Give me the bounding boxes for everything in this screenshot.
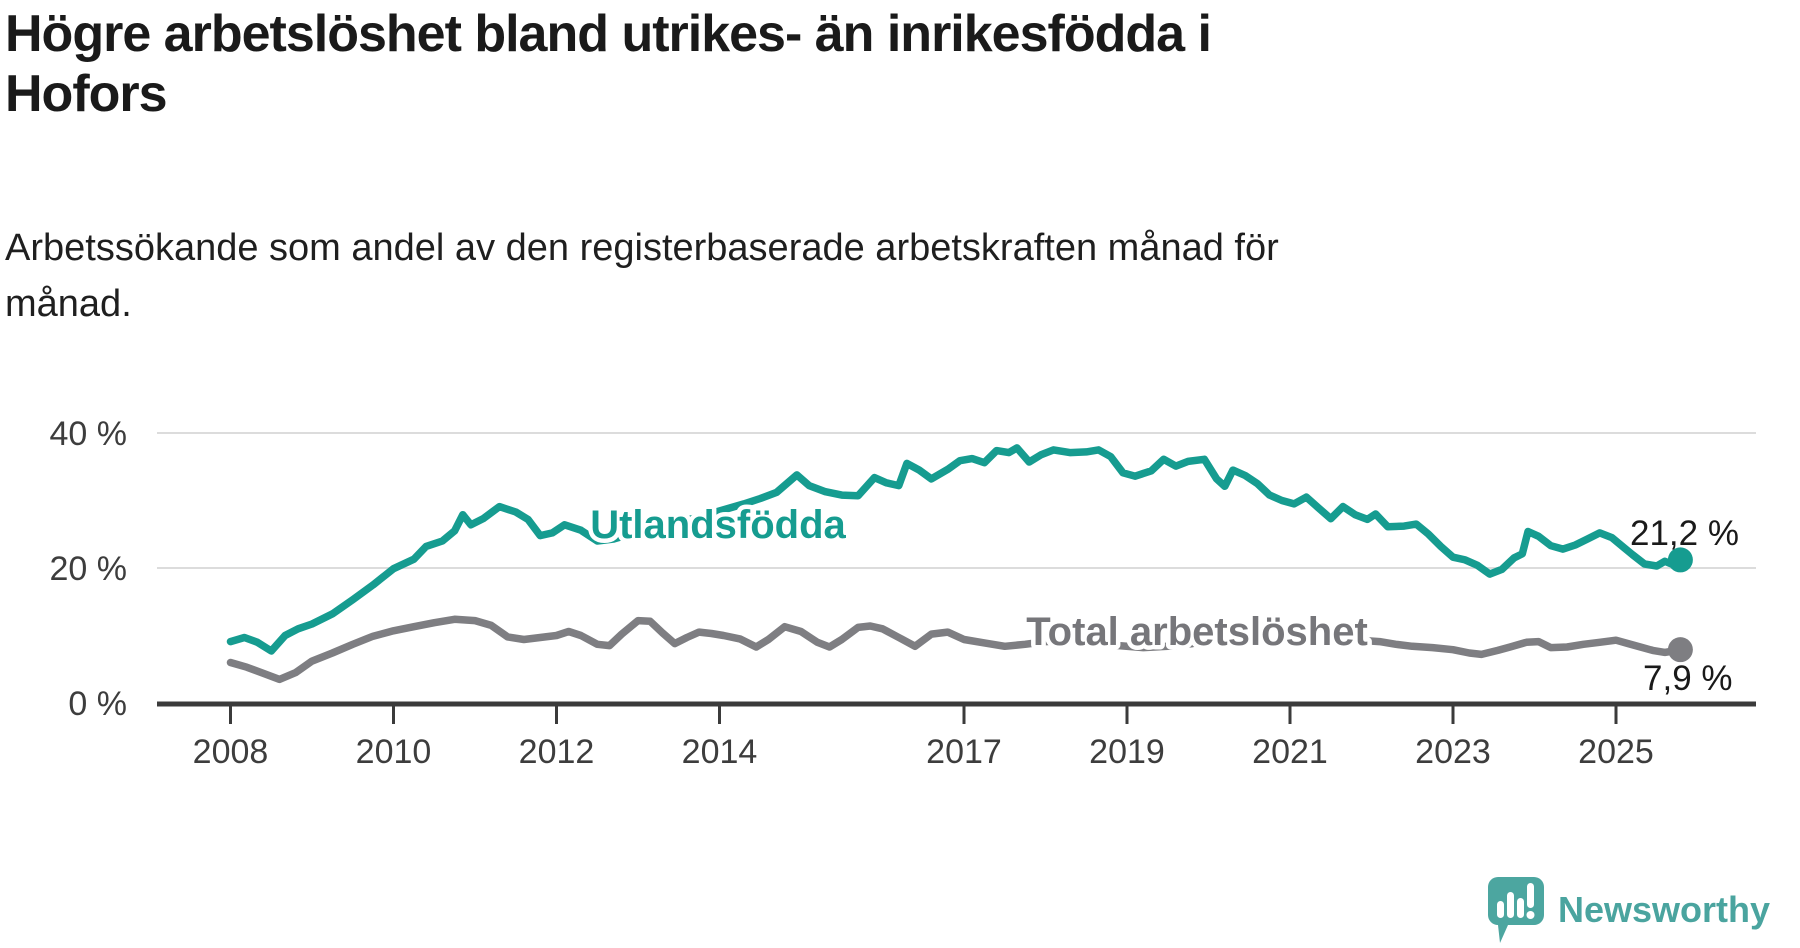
newsworthy-logo-icon: [1488, 877, 1544, 943]
x-axis-label-2025: 2025: [1578, 733, 1654, 771]
series-end-dot-total: [1667, 637, 1693, 663]
page-title-line-2: Hofors: [5, 65, 168, 123]
data-series-lines: [226, 444, 1693, 684]
x-axis-label-2021: 2021: [1252, 733, 1328, 771]
series-label-total-arbetsloshet: Total arbetslöshet: [1026, 610, 1368, 654]
x-axis-label-2019: 2019: [1089, 733, 1165, 771]
chart-subtitle-line-2: månad.: [5, 283, 132, 325]
gridlines: 0 % 20 % 40 %: [50, 415, 1756, 723]
series-line-utlandsfodda: [226, 444, 1685, 655]
bar-chart-glyph: [1497, 892, 1524, 918]
series-end-dot-utlandsfodda: [1667, 547, 1693, 573]
chart-subtitle-line-1: Arbetssökande som andel av den registerb…: [5, 227, 1279, 269]
exclamation-glyph: [1526, 883, 1535, 919]
speech-bubble-shape: [1488, 877, 1544, 943]
series-label-utlandsfodda: Utlandsfödda: [590, 503, 846, 547]
end-value-label-total: 7,9 %: [1643, 659, 1733, 698]
series-line-total: [226, 615, 1685, 684]
y-axis-label-0: 0 %: [68, 685, 127, 723]
chart-subtitle: Arbetssökande som andel av den registerb…: [5, 220, 1505, 332]
newsworthy-logo-text: Newsworthy: [1558, 889, 1771, 930]
x-axis-label-2008: 2008: [193, 733, 269, 771]
x-axis-label-2023: 2023: [1415, 733, 1491, 771]
end-value-label-utlandsfodda: 21,2 %: [1630, 514, 1739, 553]
x-axis-label-2012: 2012: [519, 733, 595, 771]
page-title: Högre arbetslöshet bland utrikes- än inr…: [5, 4, 1705, 124]
x-axis-label-2010: 2010: [356, 733, 432, 771]
x-axis-label-2014: 2014: [682, 733, 758, 771]
x-axis-label-2017: 2017: [926, 733, 1002, 771]
chart-labels: Utlandsfödda Total arbetslöshet 21,2 % 7…: [586, 499, 1739, 699]
y-axis-label-20: 20 %: [50, 550, 128, 588]
newsworthy-logo: Newsworthy: [1486, 875, 1770, 948]
page-title-line-1: Högre arbetslöshet bland utrikes- än inr…: [5, 5, 1212, 63]
x-axis: 2008 2010 2012 2014 2017 2019 2021 2023 2025: [157, 701, 1756, 771]
y-axis-label-40: 40 %: [50, 415, 128, 453]
